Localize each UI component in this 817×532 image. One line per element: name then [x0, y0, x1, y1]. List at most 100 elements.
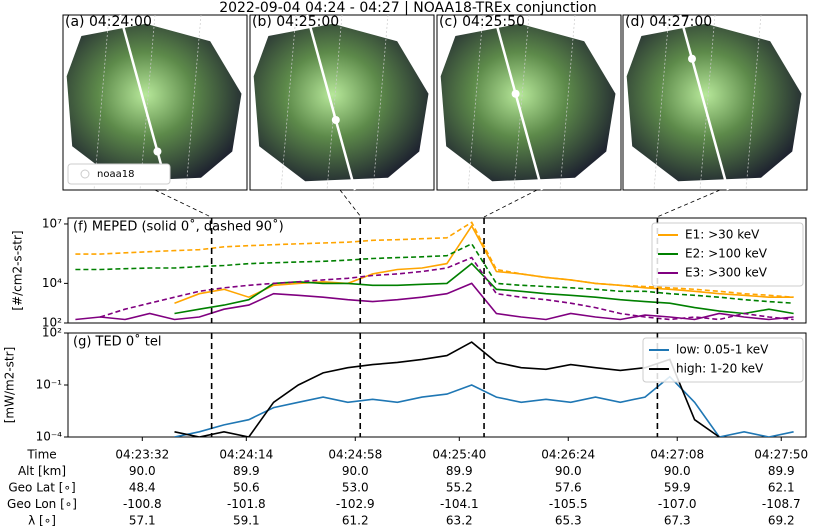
- row-label: Alt [km]: [18, 464, 66, 478]
- table-cell: -108.7: [762, 497, 801, 511]
- satellite-position: [153, 147, 162, 156]
- y-tick-label: 10²: [42, 326, 62, 340]
- panel-label: (b) 04:25:00: [252, 14, 339, 30]
- table-cell: 59.9: [664, 481, 691, 495]
- table-cell: 57.6: [555, 481, 582, 495]
- connector: [656, 189, 721, 218]
- satellite-position: [688, 54, 696, 63]
- x-tick-label: 04:27:08: [650, 448, 704, 462]
- row-label: Time: [26, 448, 56, 462]
- table-cell: 90.0: [342, 464, 369, 478]
- sky-image: [626, 23, 802, 182]
- data-line: [75, 282, 794, 321]
- series-group: [175, 342, 794, 437]
- panel-time: 04:25:50: [462, 14, 525, 30]
- table-cell: 89.9: [768, 464, 795, 478]
- panel-letter: (c): [439, 14, 458, 30]
- row-label: Geo Lat [∘]: [8, 481, 75, 495]
- table-cell: 90.0: [129, 464, 156, 478]
- x-tick-label: 04:24:58: [328, 448, 382, 462]
- panel-label: (a) 04:24:00: [65, 14, 152, 30]
- legend-label: E3: >300 keV: [685, 266, 768, 280]
- satellite-position: [511, 89, 520, 98]
- table-cell: -100.8: [123, 497, 162, 511]
- x-tick-label: 04:23:32: [115, 448, 169, 462]
- panel-title: (g) TED 0˚ tel: [73, 334, 161, 350]
- x-tick-label: 04:24:14: [219, 448, 273, 462]
- map-grid: [467, 14, 484, 191]
- table-cell: 90.0: [664, 464, 691, 478]
- table-cell: 57.1: [129, 514, 156, 528]
- legend-box: [651, 222, 804, 287]
- sky-image: [66, 23, 242, 182]
- y-tick-label: 10⁻⁴: [36, 430, 63, 444]
- y-tick-label: 10²: [42, 316, 62, 330]
- table-cell: 61.2: [342, 514, 369, 528]
- panel-label: (d) 04:27:00: [625, 14, 712, 30]
- table-cell: 89.9: [233, 464, 260, 478]
- y-axis-label: [mW/m2-str]: [3, 347, 17, 424]
- map-grid: [139, 14, 156, 191]
- panel-letter: (b): [252, 14, 272, 30]
- map-grid: [185, 14, 202, 191]
- table-cell: 50.6: [233, 481, 260, 495]
- map-grid: [559, 14, 576, 191]
- table-cell: -102.9: [336, 497, 375, 511]
- legend-box: [642, 337, 804, 383]
- table-cell: 62.1: [768, 481, 795, 495]
- table-cell: 69.2: [768, 514, 795, 528]
- row-label: Geo Lon [∘]: [7, 497, 77, 511]
- sky-image: [253, 23, 429, 182]
- satellite-track: [118, 14, 170, 191]
- map-grid: [280, 14, 297, 191]
- legend-label: noaa18: [97, 169, 134, 180]
- table-cell: -104.1: [440, 497, 479, 511]
- panel-time: 04:24:00: [89, 14, 152, 30]
- satellite-position: [331, 116, 340, 124]
- x-tick-label: 04:27:50: [754, 448, 808, 462]
- map-grid: [699, 14, 716, 191]
- table-cell: 67.3: [664, 514, 691, 528]
- map-grid: [93, 14, 110, 191]
- connector: [339, 189, 362, 218]
- map-grid: [372, 14, 389, 191]
- map-grid: [653, 14, 670, 191]
- panel-title: (f) MEPED (solid 0˚, dashed 90˚): [73, 219, 284, 235]
- table-cell: 63.2: [446, 514, 473, 528]
- y-tick-label: 10⁴: [42, 276, 62, 290]
- table-cell: -107.0: [658, 497, 697, 511]
- table-cell: -105.5: [549, 497, 588, 511]
- table-cell: 59.1: [233, 514, 260, 528]
- table-cell: 65.3: [555, 514, 582, 528]
- legend-label: E2: >100 keV: [685, 247, 768, 261]
- figure-title: 2022-09-04 04:24 - 04:27 | NOAA18-TREx c…: [219, 0, 597, 16]
- satellite-track: [492, 14, 544, 191]
- panel-label: (c) 04:25:50: [439, 14, 525, 30]
- legend-box: [67, 163, 171, 185]
- panel-time: 04:25:00: [276, 14, 339, 30]
- sky-image: [440, 23, 616, 182]
- legend-dot: [80, 169, 90, 179]
- data-line: [75, 221, 794, 298]
- satellite-track: [678, 14, 730, 191]
- image-panels: (a) 04:24:00 (b) 04:25:00 (c) 04:25:50 (d) …: [62, 14, 808, 218]
- plots: 10² 10⁴ 10⁷ [#/cm2-s-str] (f) MEPED (solid 0…: [3, 216, 809, 527]
- x-tick-label: 04:25:40: [432, 448, 486, 462]
- connector: [483, 189, 538, 218]
- table-cell: 89.9: [446, 464, 473, 478]
- table-cell: 48.4: [129, 481, 156, 495]
- panel-time: 04:27:00: [649, 14, 712, 30]
- legend-label: low: 0.05-1 keV: [676, 343, 769, 357]
- map-grid: [326, 14, 343, 191]
- legend-label: high: 1-20 keV: [676, 362, 764, 376]
- map-grid: [513, 14, 530, 191]
- satellite-track: [305, 14, 357, 191]
- x-tick-label: 04:26:24: [541, 448, 595, 462]
- data-line: [174, 375, 794, 437]
- y-axis-label: [#/cm2-s-str]: [11, 230, 25, 310]
- connector: [154, 189, 212, 218]
- table-cell: 55.2: [446, 481, 473, 495]
- legend-label: E1: >30 keV: [685, 228, 760, 242]
- table-cell: 90.0: [555, 464, 582, 478]
